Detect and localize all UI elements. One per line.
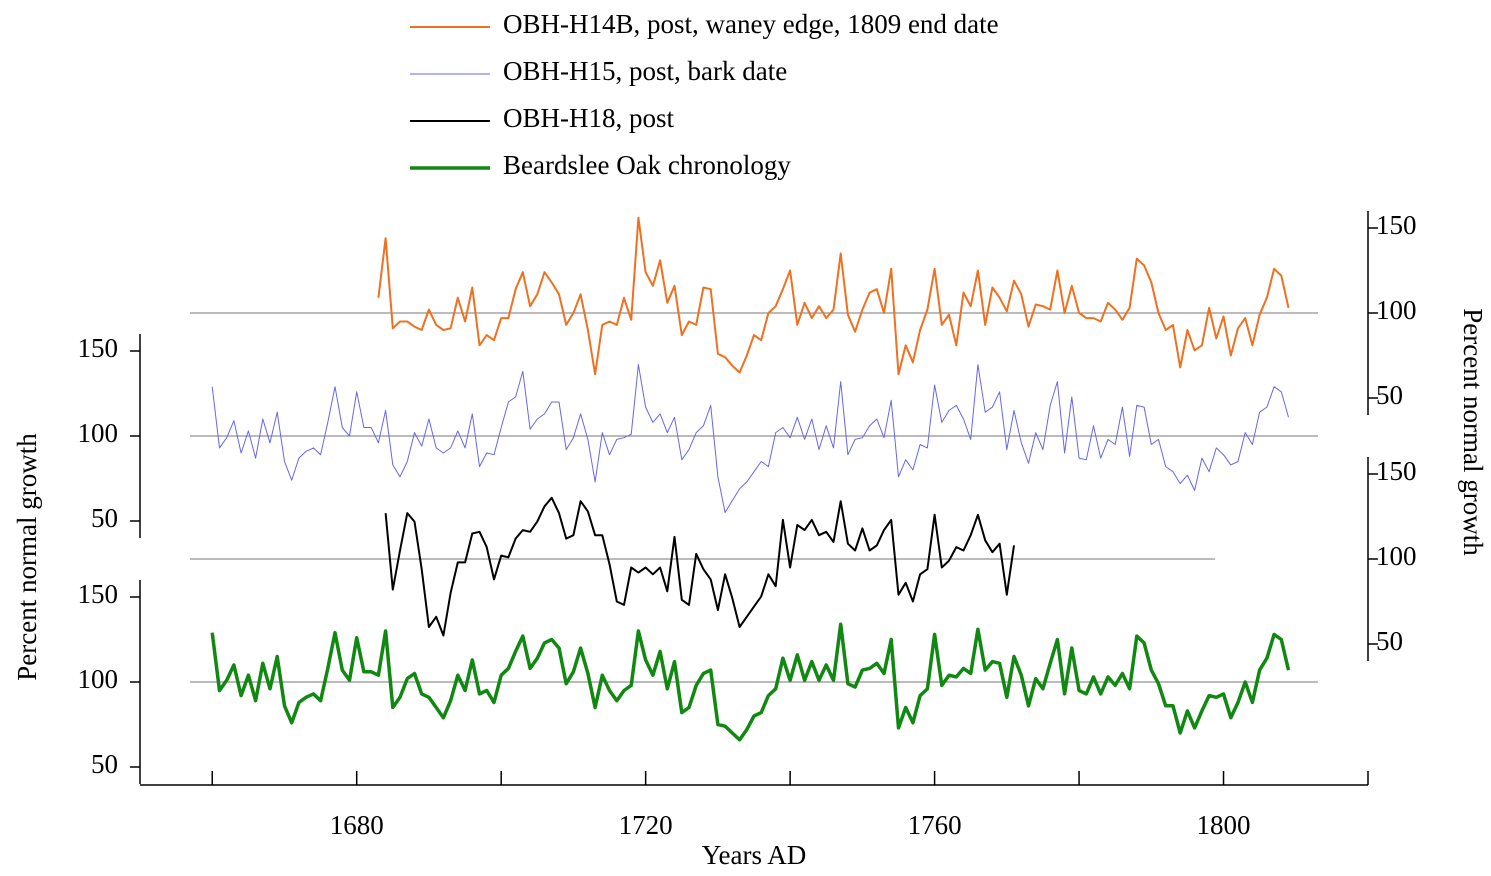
series-line [211, 364, 1289, 513]
y-tick-label: 50 [91, 749, 118, 779]
y-tick-label: 100 [78, 418, 119, 448]
series-line [377, 216, 1290, 376]
x-axis-label: Years AD [702, 840, 807, 870]
legend-label: OBH-H14B, post, waney edge, 1809 end dat… [503, 9, 999, 39]
y-tick-label: 150 [78, 333, 119, 363]
legend-label: OBH-H18, post [503, 103, 675, 133]
y2-axis-label: Percent normal growth [1458, 308, 1488, 556]
x-tick-label: 1720 [619, 810, 673, 840]
y-axis-label: Percent normal growth [12, 433, 42, 681]
y-tick-label: 100 [78, 664, 119, 694]
y-tick-label: 150 [1376, 456, 1417, 486]
y-tick-label: 100 [1376, 541, 1417, 571]
y-tick-label: 100 [1376, 295, 1417, 325]
y-tick-label: 150 [1376, 210, 1417, 240]
y-tick-label: 50 [1376, 626, 1403, 656]
x-tick-label: 1760 [908, 810, 962, 840]
legend-label: OBH-H15, post, bark date [503, 56, 787, 86]
legend-label: Beardslee Oak chronology [503, 150, 791, 180]
x-tick-label: 1800 [1197, 810, 1251, 840]
y-tick-label: 50 [91, 503, 118, 533]
y-tick-label: 150 [78, 579, 119, 609]
x-tick-label: 1680 [330, 810, 384, 840]
series-line [210, 622, 1291, 742]
y-tick-label: 50 [1376, 380, 1403, 410]
series-line [384, 496, 1015, 637]
